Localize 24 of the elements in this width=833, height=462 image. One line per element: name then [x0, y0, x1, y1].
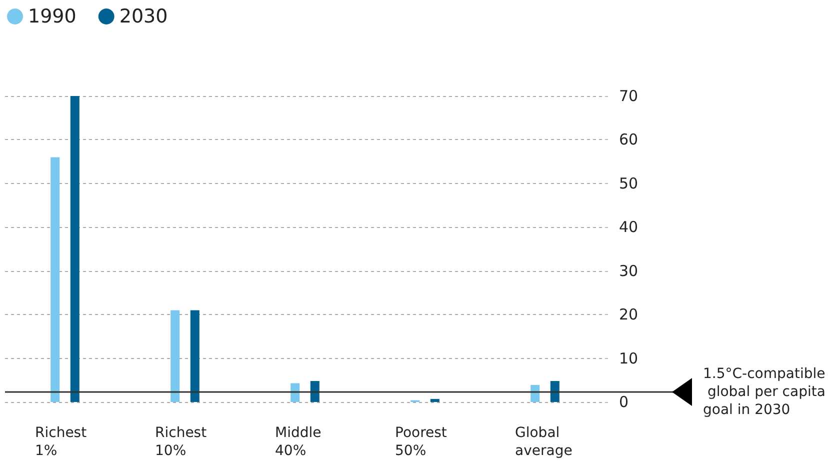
legend-label: 2030: [119, 6, 168, 28]
bar: [430, 398, 440, 402]
bar: [310, 381, 320, 402]
bar: [550, 381, 560, 402]
y-tick-label: 0: [619, 393, 629, 411]
y-tick-label: 30: [619, 262, 638, 280]
x-tick-label: Richest 1%: [35, 425, 92, 459]
y-tick-label: 20: [619, 306, 638, 324]
ref-line-label: 1.5°C-compatible global per capita goal in 2030: [703, 366, 830, 418]
y-tick-label: 70: [619, 87, 638, 105]
x-tick-label: Richest 10%: [155, 425, 212, 459]
bar: [290, 383, 300, 402]
x-tick-label: Poorest 50%: [395, 425, 452, 459]
bar: [170, 310, 180, 402]
x-tick-label: Global average: [515, 425, 572, 459]
bar: [70, 96, 80, 402]
bar: [50, 157, 60, 402]
y-tick-label: 10: [619, 349, 638, 368]
y-tick-label: 60: [619, 130, 638, 149]
y-tick-label: 40: [619, 218, 638, 236]
y-tick-label: 50: [619, 174, 638, 192]
legend-label: 1990: [28, 6, 76, 28]
bar: [190, 310, 200, 402]
x-tick-label: Middle 40%: [275, 425, 326, 459]
